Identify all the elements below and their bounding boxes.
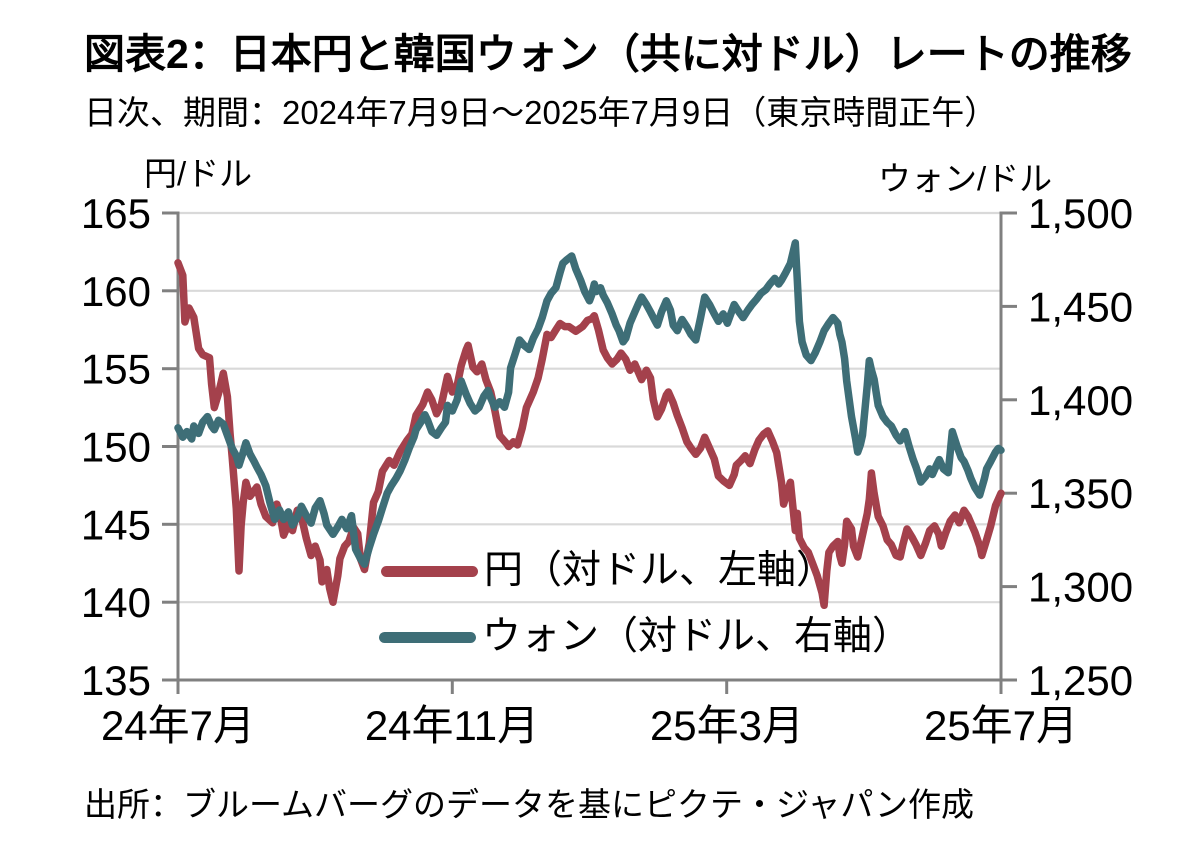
left-axis-tick-label: 150 bbox=[81, 424, 151, 471]
left-axis-tick-label: 135 bbox=[81, 657, 151, 704]
left-axis-tick-label: 145 bbox=[81, 501, 151, 548]
chart-title: 図表2：日本円と韓国ウォン（共に対ドル）レートの推移 bbox=[84, 31, 1132, 77]
chart-subtitle: 日次、期間：2024年7月9日～2025年7月9日（東京時間正午） bbox=[84, 94, 998, 131]
x-axis-tick-label: 25年7月 bbox=[924, 702, 1078, 749]
legend-item-yen: 円（対ドル、左軸） bbox=[381, 548, 835, 594]
left-axis-tick-label: 155 bbox=[81, 346, 151, 393]
x-axis-tick-label: 24年7月 bbox=[101, 702, 255, 749]
won-line-legend-swatch bbox=[379, 631, 476, 643]
left-axis-tick-label: 165 bbox=[81, 190, 151, 237]
source-note: 出所：ブルームバーグのデータを基にピクテ・ジャパン作成 bbox=[84, 786, 975, 823]
right-axis-tick-label: 1,250 bbox=[1028, 657, 1133, 704]
yen-legend-label: 円（対ドル、左軸） bbox=[484, 549, 836, 592]
right-axis-title: ウォン/ドル bbox=[878, 160, 1053, 197]
x-axis-tick-label: 24年11月 bbox=[365, 702, 539, 749]
right-axis-tick-label: 1,400 bbox=[1028, 377, 1133, 424]
right-axis-tick-label: 1,450 bbox=[1028, 283, 1133, 330]
yen-line-legend-swatch bbox=[381, 565, 478, 577]
left-axis-tick-label: 140 bbox=[81, 579, 151, 626]
left-axis-title: 円/ドル bbox=[144, 155, 253, 192]
yen-line bbox=[174, 259, 1005, 610]
x-axis-tick-label: 25年3月 bbox=[650, 702, 804, 749]
right-axis-tick-label: 1,300 bbox=[1028, 564, 1133, 611]
right-axis-tick-label: 1,350 bbox=[1028, 470, 1133, 517]
left-axis-tick-label: 160 bbox=[81, 268, 151, 315]
right-axis-tick-label: 1,500 bbox=[1028, 190, 1133, 237]
won-line bbox=[174, 239, 1005, 568]
won-legend-label: ウォン（対ドル、右軸） bbox=[482, 615, 912, 658]
legend-item-won: ウォン（対ドル、右軸） bbox=[379, 614, 911, 660]
